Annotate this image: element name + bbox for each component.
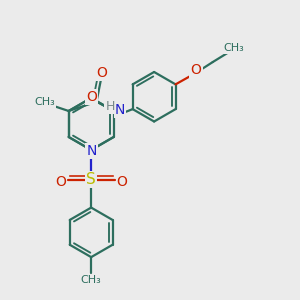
- Text: O: O: [86, 90, 97, 104]
- Text: S: S: [86, 172, 96, 187]
- Text: H: H: [106, 100, 115, 113]
- Text: CH₃: CH₃: [224, 44, 244, 53]
- Text: N: N: [115, 103, 125, 117]
- Text: CH₃: CH₃: [35, 97, 56, 107]
- Text: O: O: [55, 175, 66, 189]
- Text: O: O: [117, 175, 128, 189]
- Text: O: O: [97, 66, 107, 80]
- Text: CH₃: CH₃: [81, 275, 101, 285]
- Text: N: N: [87, 144, 97, 158]
- Text: O: O: [190, 63, 201, 77]
